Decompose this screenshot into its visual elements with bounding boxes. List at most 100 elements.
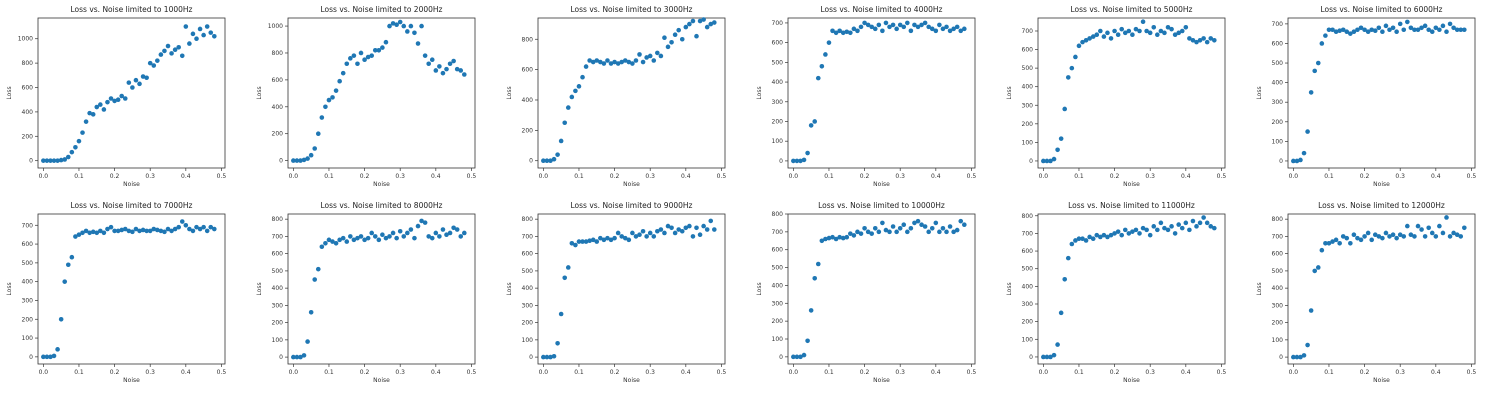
data-point <box>565 265 571 270</box>
data-point <box>1405 223 1410 229</box>
data-point <box>676 27 681 33</box>
data-point <box>94 104 100 110</box>
axes-frame <box>537 213 726 365</box>
x-tick-label: 0.5 <box>217 369 227 376</box>
data-point <box>1394 235 1399 241</box>
data-point <box>555 152 560 157</box>
data-point <box>658 53 664 59</box>
data-point <box>812 119 818 124</box>
data-point <box>908 28 914 34</box>
x-tick-label: 0.5 <box>1467 369 1477 376</box>
data-point <box>947 224 953 229</box>
chart-panel: Loss vs. Noise limited to 8000Hz 0.0 0.1 0.… <box>250 196 500 386</box>
y-tick-label: 100 <box>522 337 534 344</box>
y-tick-label: 400 <box>772 282 784 289</box>
data-point <box>1298 157 1303 163</box>
data-point <box>1133 26 1139 32</box>
data-point <box>1112 231 1117 236</box>
x-tick-label: 0.4 <box>181 369 191 376</box>
data-point <box>619 59 625 65</box>
data-point <box>429 57 435 63</box>
x-tick-label: 0.3 <box>145 369 155 376</box>
x-tick-label: 0.5 <box>967 369 977 376</box>
x-tick-label: 0.5 <box>467 369 477 376</box>
data-point <box>294 158 300 163</box>
data-point <box>905 20 910 26</box>
x-tick-label: 0.0 <box>789 369 799 376</box>
data-point <box>1183 24 1189 30</box>
data-point <box>1362 27 1367 33</box>
data-point <box>833 30 839 36</box>
data-point <box>137 228 142 234</box>
y-tick-label: 700 <box>772 229 784 236</box>
x-tick-label: 0.5 <box>467 173 477 180</box>
data-point <box>147 60 153 66</box>
data-point <box>1044 158 1050 164</box>
y-axis-label: Loss <box>6 86 13 99</box>
x-tick-label: 0.0 <box>789 173 799 180</box>
y-tick-label: 500 <box>522 268 534 275</box>
scatter-plot: Loss vs. Noise limited to 5000Hz 0.0 0.1 0.… <box>1006 5 1226 188</box>
data-point <box>1294 354 1300 360</box>
data-point <box>437 64 442 69</box>
data-point <box>108 224 114 230</box>
y-tick-label: 0 <box>29 158 33 165</box>
data-point <box>212 226 217 232</box>
data-point <box>1208 36 1214 41</box>
data-point <box>383 39 389 45</box>
data-point <box>933 220 939 226</box>
data-point <box>412 235 417 241</box>
data-point <box>426 234 431 239</box>
y-tick-label: 100 <box>1022 336 1034 343</box>
data-point <box>412 30 417 36</box>
data-point <box>55 347 60 352</box>
data-point <box>1437 27 1442 33</box>
data-point <box>1323 241 1328 246</box>
data-point <box>883 227 889 233</box>
y-tick-label: 300 <box>1272 302 1284 309</box>
data-point <box>1319 41 1325 46</box>
y-tick-label: 0 <box>529 158 533 165</box>
data-point <box>194 224 199 230</box>
data-point <box>1294 158 1300 164</box>
data-point <box>1094 232 1100 238</box>
data-point <box>201 32 206 38</box>
data-point <box>308 309 314 315</box>
y-tick-label: 100 <box>1272 138 1284 145</box>
y-tick-label: 0 <box>1029 354 1033 361</box>
data-point <box>1405 19 1410 25</box>
data-point <box>51 158 57 163</box>
data-point <box>76 232 82 237</box>
data-point <box>69 254 75 260</box>
y-tick-label: 800 <box>1022 213 1034 220</box>
chart-title: Loss vs. Noise limited to 12000Hz <box>1318 201 1445 210</box>
data-point <box>1101 232 1107 238</box>
data-point <box>808 308 814 313</box>
scatter-plot: Loss vs. Noise limited to 12000Hz 0.0 0.1 0… <box>1256 201 1477 384</box>
x-tick-label: 0.1 <box>1074 369 1084 376</box>
y-tick-label: 300 <box>1272 99 1284 106</box>
data-point <box>312 146 318 151</box>
data-point <box>569 94 575 100</box>
y-tick-label: 0 <box>779 158 783 165</box>
x-axis-label: Noise <box>873 377 890 384</box>
data-point <box>176 44 181 50</box>
scatter-plot: Loss vs. Noise limited to 1000Hz 0.0 0.1 0.… <box>6 5 226 188</box>
data-point <box>897 22 903 28</box>
data-point <box>951 26 956 32</box>
data-point <box>665 44 671 50</box>
data-point <box>197 26 203 32</box>
data-point <box>712 20 717 25</box>
scatter-plot: Loss vs. Noise limited to 4000Hz 0.0 0.1 0.… <box>756 5 976 188</box>
data-point <box>637 52 642 57</box>
data-point <box>901 24 907 30</box>
data-point <box>1337 28 1342 34</box>
data-point <box>1147 30 1153 36</box>
data-point <box>208 224 214 230</box>
y-tick-label: 700 <box>1272 21 1284 28</box>
y-tick-label: 500 <box>1272 60 1284 67</box>
data-point <box>1390 25 1396 31</box>
data-point <box>590 59 596 65</box>
data-point <box>415 41 421 46</box>
data-point <box>204 228 210 234</box>
